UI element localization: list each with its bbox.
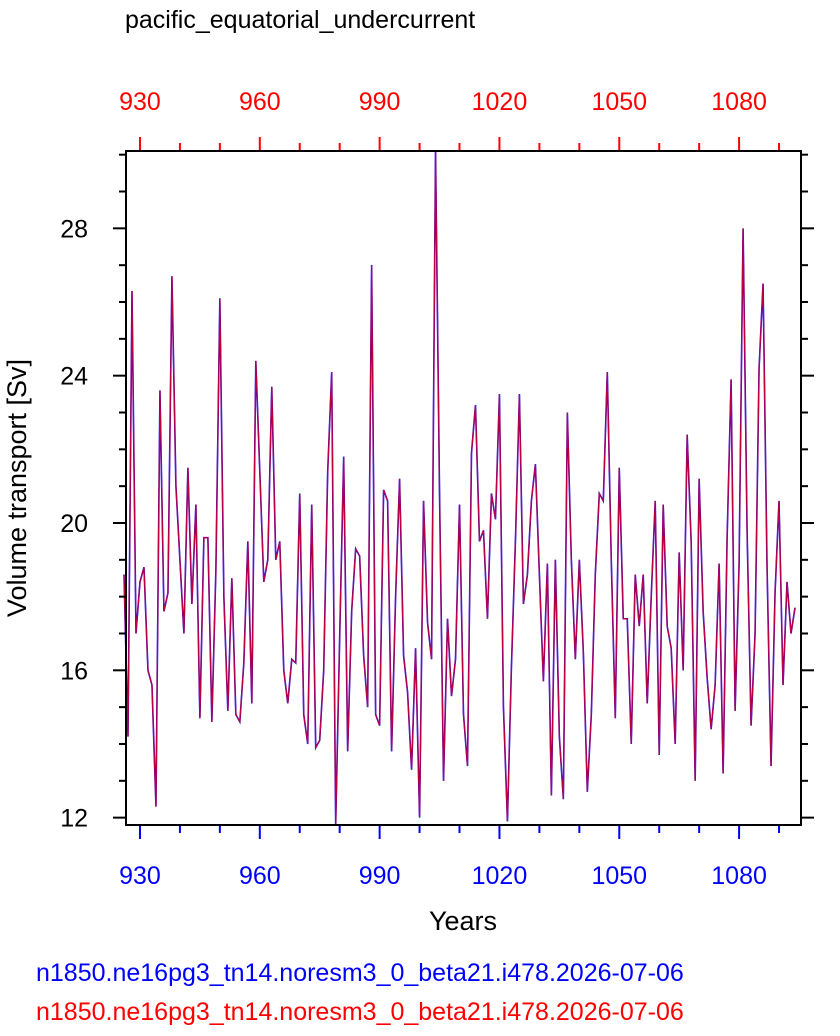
legend-entry-blue: n1850.ne16pg3_tn14.noresm3_0_beta21.i478…	[36, 959, 684, 987]
legend-entry-red: n1850.ne16pg3_tn14.noresm3_0_beta21.i478…	[36, 998, 684, 1026]
top-tick-label: 930	[119, 88, 161, 116]
y-tick-label: 28	[60, 215, 88, 243]
y-axis-title: Volume transport [Sv]	[2, 359, 32, 617]
series-line-1	[123, 150, 796, 826]
plot-frame	[125, 150, 802, 826]
chart-title: pacific_equatorial_undercurrent	[125, 6, 475, 34]
top-tick-label: 990	[359, 88, 401, 116]
bottom-tick-label: 1020	[472, 862, 528, 890]
top-tick-label: 960	[239, 88, 281, 116]
top-tick-label: 1020	[472, 88, 528, 116]
y-tick-label: 16	[60, 657, 88, 685]
y-axis-labels: 12 16 20 24 28	[60, 215, 88, 832]
top-tick-label: 1050	[591, 88, 647, 116]
bottom-tick-label: 1080	[711, 862, 767, 890]
bottom-axis-labels: 930 960 990 1020 1050 1080	[119, 862, 767, 890]
y-tick-label: 20	[60, 510, 88, 538]
y-tick-label: 12	[60, 805, 88, 833]
bottom-tick-label: 930	[119, 862, 161, 890]
plot-lines	[123, 150, 796, 826]
y-tick-label: 24	[60, 363, 88, 391]
top-axis-labels: 930 960 990 1020 1050 1080	[119, 88, 767, 116]
bottom-tick-label: 990	[359, 862, 401, 890]
top-tick-label: 1080	[711, 88, 767, 116]
axis-ticks	[113, 137, 814, 839]
bottom-tick-label: 960	[239, 862, 281, 890]
bottom-tick-label: 1050	[591, 862, 647, 890]
x-axis-title: Years	[429, 906, 497, 936]
